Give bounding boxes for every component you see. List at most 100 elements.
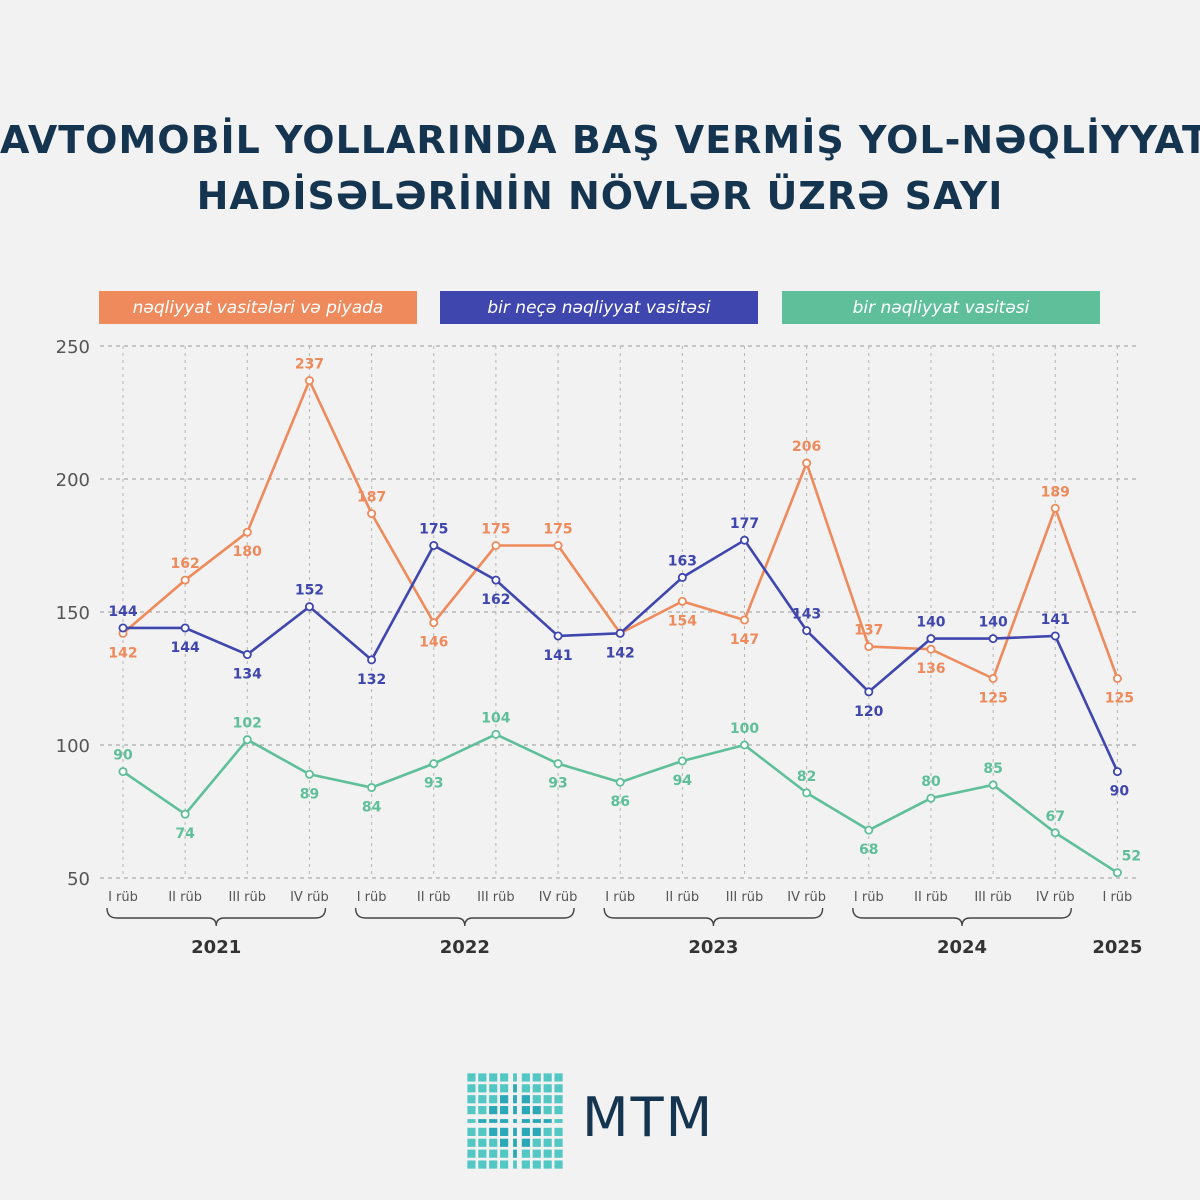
logo-tile bbox=[513, 1119, 517, 1123]
logo-tile bbox=[513, 1127, 517, 1136]
data-label-pedestrian: 142 bbox=[108, 645, 137, 661]
data-label-pedestrian: 154 bbox=[668, 613, 697, 629]
logo-tile bbox=[513, 1073, 517, 1082]
data-label-multi-vehicle: 144 bbox=[171, 640, 200, 656]
logo-tile bbox=[467, 1095, 476, 1104]
data-point-pedestrian bbox=[988, 674, 998, 684]
legend-label-single-vehicle: bir nəqliyyat vasitəsi bbox=[852, 297, 1030, 318]
data-point-pedestrian bbox=[677, 596, 687, 606]
logo-tile bbox=[489, 1119, 498, 1123]
logo-tile bbox=[532, 1084, 541, 1093]
data-point-multi-vehicle bbox=[1112, 767, 1122, 777]
data-point-single-vehicle bbox=[491, 729, 501, 739]
x-tick-label: II rüb bbox=[168, 890, 202, 905]
logo-tile bbox=[532, 1149, 541, 1158]
data-label-multi-vehicle: 140 bbox=[916, 615, 945, 631]
data-point-pedestrian bbox=[802, 458, 812, 468]
data-point-multi-vehicle bbox=[1050, 631, 1060, 641]
logo-tile bbox=[532, 1106, 541, 1115]
data-point-single-vehicle bbox=[615, 777, 625, 787]
data-label-pedestrian: 175 bbox=[543, 522, 572, 538]
x-tick-label: III rüb bbox=[726, 890, 763, 905]
data-label-single-vehicle: 52 bbox=[1122, 849, 1141, 865]
y-tick-label: 100 bbox=[56, 736, 90, 757]
data-point-single-vehicle bbox=[367, 783, 377, 793]
x-tick-label: IV rüb bbox=[539, 890, 578, 905]
data-point-pedestrian bbox=[367, 509, 377, 519]
data-label-multi-vehicle: 90 bbox=[1110, 784, 1130, 800]
logo-tile bbox=[532, 1119, 541, 1123]
logo-tile bbox=[521, 1073, 530, 1082]
data-label-multi-vehicle: 120 bbox=[854, 704, 883, 720]
y-tick-label: 250 bbox=[56, 337, 90, 358]
data-label-pedestrian: 147 bbox=[730, 632, 759, 648]
data-label-single-vehicle: 93 bbox=[548, 776, 567, 792]
data-label-pedestrian: 206 bbox=[792, 439, 821, 455]
logo-tile bbox=[543, 1106, 552, 1115]
logo-tile bbox=[532, 1127, 541, 1136]
x-tick-label: IV rüb bbox=[290, 890, 329, 905]
data-label-single-vehicle: 89 bbox=[300, 786, 319, 802]
data-label-multi-vehicle: 177 bbox=[730, 516, 759, 532]
y-tick-label: 200 bbox=[56, 470, 90, 491]
data-label-single-vehicle: 68 bbox=[859, 842, 878, 858]
data-label-single-vehicle: 80 bbox=[921, 774, 941, 790]
data-point-single-vehicle bbox=[242, 735, 252, 745]
mtm-logo-icon bbox=[467, 1073, 563, 1169]
data-point-single-vehicle bbox=[429, 759, 439, 769]
data-point-pedestrian bbox=[242, 527, 252, 537]
data-label-pedestrian: 189 bbox=[1041, 484, 1070, 500]
x-tick-label: II rüb bbox=[666, 890, 700, 905]
data-label-pedestrian: 125 bbox=[1105, 691, 1134, 707]
data-point-single-vehicle bbox=[926, 793, 936, 803]
legend-item-pedestrian: nəqliyyat vasitələri və piyada bbox=[99, 291, 417, 324]
logo-tile bbox=[489, 1149, 498, 1158]
data-label-multi-vehicle: 141 bbox=[543, 648, 572, 664]
logo-tile bbox=[543, 1138, 552, 1147]
y-tick-label: 150 bbox=[56, 603, 90, 624]
logo-tile bbox=[478, 1106, 487, 1115]
x-tick-label: IV rüb bbox=[1036, 890, 1075, 905]
data-label-multi-vehicle: 140 bbox=[978, 615, 1007, 631]
logo-tile bbox=[478, 1084, 487, 1093]
data-point-single-vehicle bbox=[1050, 828, 1060, 838]
logo-tile bbox=[478, 1073, 487, 1082]
data-point-single-vehicle bbox=[118, 767, 128, 777]
logo-tile bbox=[521, 1160, 530, 1169]
data-point-pedestrian bbox=[429, 618, 439, 628]
data-point-single-vehicle bbox=[304, 769, 314, 779]
logo-tile bbox=[467, 1160, 476, 1169]
logo-tile bbox=[543, 1095, 552, 1104]
x-tick-label: III rüb bbox=[974, 890, 1011, 905]
logo-tile bbox=[500, 1106, 509, 1115]
logo-tile bbox=[467, 1106, 476, 1115]
logo-tile bbox=[467, 1127, 476, 1136]
data-label-pedestrian: 187 bbox=[357, 490, 386, 506]
logo-tile bbox=[554, 1106, 563, 1115]
x-tick-label: I rüb bbox=[108, 890, 138, 905]
logo-tile bbox=[554, 1119, 563, 1123]
logo-tile bbox=[489, 1106, 498, 1115]
data-point-multi-vehicle bbox=[180, 623, 190, 633]
logo-tile bbox=[467, 1138, 476, 1147]
data-label-single-vehicle: 74 bbox=[175, 826, 195, 842]
data-label-single-vehicle: 86 bbox=[610, 794, 629, 810]
logo-tile bbox=[532, 1073, 541, 1082]
data-label-multi-vehicle: 143 bbox=[792, 607, 821, 623]
logo-tile bbox=[500, 1138, 509, 1147]
data-point-single-vehicle bbox=[864, 825, 874, 835]
year-label: 2022 bbox=[440, 937, 490, 958]
logo-tile bbox=[513, 1149, 517, 1158]
legend-item-multi-vehicle: bir neçə nəqliyyat vasitəsi bbox=[440, 291, 758, 324]
data-point-single-vehicle bbox=[740, 740, 750, 750]
data-point-pedestrian bbox=[1112, 674, 1122, 684]
logo-tile bbox=[467, 1084, 476, 1093]
data-point-multi-vehicle bbox=[988, 634, 998, 644]
logo-tile bbox=[554, 1149, 563, 1158]
logo-tile bbox=[521, 1138, 530, 1147]
data-point-single-vehicle bbox=[802, 788, 812, 798]
year-brace bbox=[603, 907, 824, 927]
data-point-multi-vehicle bbox=[926, 634, 936, 644]
data-label-pedestrian: 125 bbox=[978, 691, 1007, 707]
